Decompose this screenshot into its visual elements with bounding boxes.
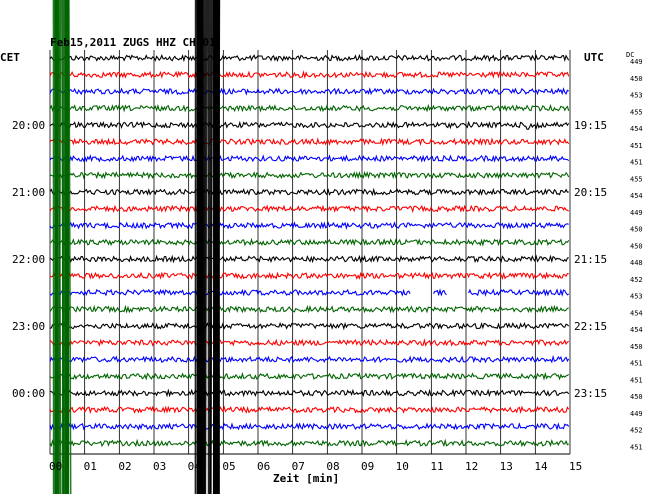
trace-4 [49,120,570,130]
x-tick-label-09: 09 [361,460,374,473]
dc-value-0: 449 [630,58,643,66]
trace-17 [49,338,569,348]
utc-header: UTC [584,51,604,64]
dc-value-14: 453 [630,293,643,301]
event-signal-1 [194,0,221,494]
x-tick-label-03: 03 [153,460,166,473]
dc-value-13: 452 [630,276,643,284]
x-tick-label-13: 13 [500,460,513,473]
time-label-cet-23:00: 23:00 [12,320,45,333]
trace-2 [49,87,569,96]
event-signal-0 [52,0,72,494]
x-tick-label-06: 06 [257,460,270,473]
chart-title: Feb15,2011 ZUGS HHZ CH 01 [50,36,216,49]
dc-value-8: 454 [630,192,643,200]
dc-value-12: 448 [630,259,643,267]
x-tick-label-05: 05 [222,460,235,473]
x-tick-label-01: 01 [84,460,97,473]
time-label-utc-21:15: 21:15 [574,253,607,266]
x-tick-label-02: 02 [118,460,131,473]
trace-12 [49,254,569,264]
trace-1 [49,70,570,80]
trace-22 [49,422,570,431]
time-label-cet-20:00: 20:00 [12,119,45,132]
trace-9 [49,204,569,214]
trace-20 [49,388,570,398]
dc-value-16: 454 [630,326,643,334]
event-band [54,0,59,494]
cet-header: CET [0,51,20,64]
grid [49,50,571,455]
trace-19 [49,371,570,381]
dc-header: DC [626,51,634,59]
dc-value-22: 452 [630,427,643,435]
x-tick-label-00: 00 [49,460,62,473]
trace-15 [49,304,569,314]
trace-11 [49,237,570,247]
trace-7 [49,170,570,180]
dc-value-11: 450 [630,242,643,250]
dc-value-19: 451 [630,376,643,384]
dc-value-20: 450 [630,393,643,401]
trace-14 [49,288,570,297]
dc-value-21: 449 [630,410,643,418]
dc-value-18: 451 [630,360,643,368]
event-stroke [203,0,207,494]
trace-8 [49,187,569,197]
event-stroke [62,0,66,494]
x-tick-label-14: 14 [534,460,548,473]
trace-5 [49,137,570,147]
time-label-utc-19:15: 19:15 [574,119,607,132]
trace-21 [49,405,570,415]
x-tick-label-10: 10 [396,460,409,473]
traces [49,53,570,448]
time-label-cet-22:00: 22:00 [12,253,45,266]
event-stroke [204,0,208,494]
dc-value-6: 451 [630,159,643,167]
trace-23 [49,438,569,448]
dc-value-2: 453 [630,92,643,100]
dc-value-23: 451 [630,443,643,451]
event-stroke [58,0,62,494]
trace-18 [49,354,570,364]
x-tick-label-12: 12 [465,460,478,473]
dc-value-5: 451 [630,142,643,150]
trace-3 [49,103,570,113]
dc-value-9: 449 [630,209,643,217]
time-label-cet-00:00: 00:00 [12,387,45,400]
trace-16 [49,321,570,331]
dc-value-15: 454 [630,309,643,317]
dc-value-10: 450 [630,226,643,234]
event-stroke [209,0,214,494]
x-tick-label-07: 07 [292,460,305,473]
event-stroke [68,0,72,494]
x-tick-label-04: 04 [188,460,202,473]
trace-6 [49,154,570,163]
time-label-utc-22:15: 22:15 [574,320,607,333]
event-band [196,0,204,494]
dc-value-17: 450 [630,343,643,351]
event-band [213,0,220,494]
dc-value-4: 454 [630,125,643,133]
events [52,0,221,494]
dc-value-7: 455 [630,175,643,183]
labels: Feb15,2011 ZUGS HHZ CH 01 CET UTC DC Zei… [0,36,643,485]
trace-0 [49,53,570,63]
event-stroke [61,0,65,494]
dc-value-1: 450 [630,75,643,83]
x-tick-label-15: 15 [569,460,582,473]
x-tick-label-11: 11 [430,460,443,473]
time-label-utc-23:15: 23:15 [574,387,607,400]
trace-10 [49,221,569,231]
trace-13 [49,271,569,281]
time-label-utc-20:15: 20:15 [574,186,607,199]
event-band [64,0,70,494]
time-label-cet-21:00: 21:00 [12,186,45,199]
x-tick-label-08: 08 [326,460,339,473]
x-axis-label: Zeit [min] [273,472,339,485]
dc-value-3: 455 [630,108,643,116]
